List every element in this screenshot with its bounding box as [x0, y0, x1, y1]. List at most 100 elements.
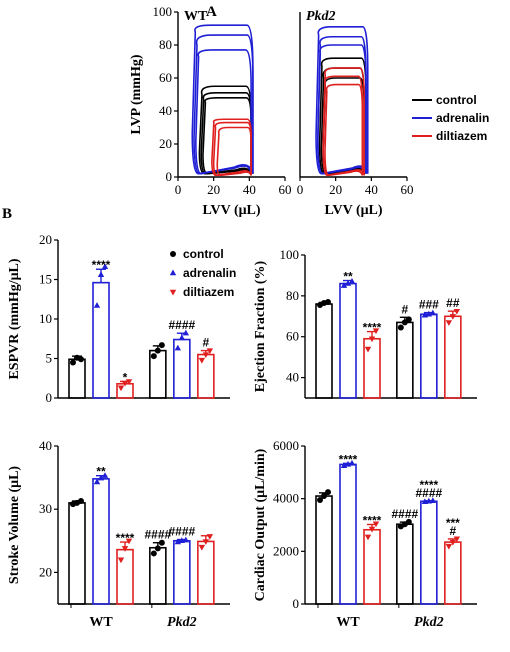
- stroke_volume-point-diltiazem: [125, 538, 133, 545]
- pvloop_pkd2-loop-adrenalin: [315, 26, 369, 175]
- pvloop_pkd2-x-tick-label: 20: [329, 182, 342, 197]
- ejection_fraction-point-adrenalin: [348, 278, 356, 284]
- cardiac_output-point-diltiazem: [372, 521, 380, 528]
- pvloop_pkd2-loop-control: [318, 57, 367, 175]
- espvr-point-control: [78, 356, 84, 363]
- cardiac_output-point-diltiazem: [445, 543, 453, 550]
- cardiac_output-y-tick-label: 2000: [273, 543, 299, 558]
- stroke_volume-point-diltiazem: [206, 534, 214, 540]
- pv-legend-label-diltiazem: diltiazem: [436, 129, 487, 143]
- cardiac_output-sig-diltiazem: ****: [363, 513, 382, 527]
- stroke_volume-bar-control: [149, 546, 167, 605]
- espvr-bar-control: [68, 358, 86, 399]
- espvr-y-tick-label: 10: [39, 311, 52, 326]
- ejection_fraction-sig-adrenalin: ###: [419, 298, 439, 312]
- pvloop_wt-x-tick-label: 60: [279, 182, 292, 197]
- espvr-point-control: [154, 347, 161, 354]
- espvr-point-diltiazem: [117, 385, 125, 392]
- cardiac_output-bar-control: [315, 495, 333, 605]
- ejection_fraction-point-control: [325, 298, 331, 305]
- cardiac_output-point-diltiazem: [453, 536, 461, 543]
- ejection_fraction-sig-control: #: [401, 302, 408, 316]
- cardiac_output-y-tick-label: 6000: [273, 438, 299, 453]
- pv-legend-label-adrenalin: adrenalin: [436, 111, 489, 125]
- stroke_volume-point-adrenalin: [182, 536, 190, 543]
- cardiac_output-point-diltiazem: [368, 526, 376, 533]
- ejection_fraction-y-tick-label: 40: [286, 370, 299, 385]
- cardiac_output-point-adrenalin: [348, 459, 356, 466]
- pvloop_pkd2-x-tick-label: 0: [297, 182, 304, 197]
- espvr-sig-adrenalin: ####: [168, 318, 195, 332]
- espvr-plot: [54, 239, 230, 399]
- pvloop_wt-loop-diltiazem: [211, 118, 252, 177]
- espvr-y-tick-label: 20: [39, 232, 52, 247]
- pvloop_wt-y-tick-label: 20: [159, 136, 172, 151]
- ejection_fraction-bar-adrenalin: [339, 282, 357, 399]
- cardiac_output-y-tick-label: 4000: [273, 491, 299, 506]
- stroke_volume-bar-adrenalin: [92, 478, 110, 605]
- pvloop_pkd2-loop-diltiazem: [324, 83, 364, 177]
- bar-legend-marker-control: [170, 251, 176, 257]
- cardiac_output-sig-adrenalin: ####: [415, 486, 442, 500]
- espvr-bar-adrenalin: [92, 281, 110, 399]
- espvr-sig-adrenalin: ****: [92, 258, 111, 272]
- pvloop_wt-x-tick-label: 20: [207, 182, 220, 197]
- ejection_fraction-y-tick-label: 80: [286, 288, 299, 303]
- cardiac_output-sig-diltiazem: ***: [446, 516, 460, 530]
- cardiac_output-bar-control: [396, 523, 414, 605]
- ejection_fraction-sig-adrenalin: **: [343, 270, 353, 284]
- ejection_fraction-point-diltiazem: [364, 346, 372, 353]
- stroke_volume-y-tick-label: 40: [39, 438, 52, 453]
- ejection_fraction-point-diltiazem: [453, 308, 461, 315]
- cardiac_output-y-label: Cardiac Output (μL/min): [253, 448, 268, 601]
- stroke_volume-group-label: Pkd2: [167, 615, 197, 630]
- ejection_fraction-point-adrenalin: [344, 280, 352, 286]
- stroke_volume-y-tick-label: 20: [39, 564, 52, 579]
- espvr-point-control: [150, 353, 157, 360]
- cardiac_output-bar-diltiazem: [363, 528, 381, 605]
- pvloop_pkd2-x-tick-label: 60: [401, 182, 414, 197]
- espvr-point-adrenalin: [93, 302, 101, 308]
- ejection_fraction-sig-diltiazem: ##: [446, 296, 460, 310]
- cardiac_output-sig-control: ####: [391, 507, 418, 521]
- pvloop_wt-y-tick-label: 0: [166, 169, 173, 184]
- espvr-sig-diltiazem: #: [202, 336, 209, 350]
- ejection_fraction-point-diltiazem: [368, 336, 376, 343]
- pvloop_wt-loop-diltiazem: [216, 126, 252, 177]
- pvloop_wt-loop-adrenalin: [193, 34, 254, 175]
- pvloop_pkd2-loop-diltiazem: [322, 75, 364, 177]
- cardiac_output-point-diltiazem: [364, 534, 372, 541]
- cardiac_output-point-control: [325, 489, 331, 496]
- pvloop_wt-x-tick-label: 40: [243, 182, 256, 197]
- ejection_fraction-sig-diltiazem: ****: [363, 321, 382, 335]
- stroke_volume-point-diltiazem: [202, 539, 210, 545]
- espvr-point-diltiazem: [206, 348, 214, 355]
- espvr-point-adrenalin: [178, 334, 186, 341]
- espvr-sig-diltiazem: *: [123, 370, 128, 384]
- bar-legend-marker-diltiazem: [169, 289, 177, 296]
- stroke_volume-sig-adrenalin: **: [96, 465, 106, 479]
- cardiac_output-sig-diltiazem: #: [449, 524, 456, 538]
- ejection_fraction-point-diltiazem: [449, 314, 457, 320]
- pvloop_wt-loop-control: [200, 92, 252, 175]
- cardiac_output-sig-adrenalin: ****: [339, 452, 358, 466]
- cardiac_output-point-adrenalin: [429, 497, 437, 503]
- pvloop_pkd2-loop-adrenalin: [317, 35, 367, 175]
- stroke_volume-point-control: [150, 550, 157, 557]
- stroke_volume-point-adrenalin: [97, 474, 105, 481]
- bar-legend-label-diltiazem: diltiazem: [183, 285, 234, 299]
- stroke_volume-point-adrenalin: [101, 472, 109, 478]
- stroke_volume-sig-control: ####: [144, 528, 171, 542]
- pvloop_wt-x-label: LVV (μL): [202, 203, 260, 218]
- stroke_volume-y-tick-label: 30: [39, 501, 52, 516]
- pvloop_wt-y-tick-label: 100: [153, 4, 173, 19]
- pvloop_pkd2-loop-control: [322, 77, 365, 175]
- espvr-point-adrenalin: [174, 344, 182, 351]
- ejection_fraction-y-tick-label: 60: [286, 329, 299, 344]
- espvr-point-control: [70, 359, 76, 366]
- cardiac_output-point-diltiazem: [449, 539, 457, 546]
- espvr-point-diltiazem: [125, 379, 133, 385]
- pvloop_wt-title: WT: [184, 9, 208, 24]
- pvloop_wt-loop-control: [198, 85, 252, 175]
- pvloop_wt-loop-adrenalin: [191, 24, 254, 175]
